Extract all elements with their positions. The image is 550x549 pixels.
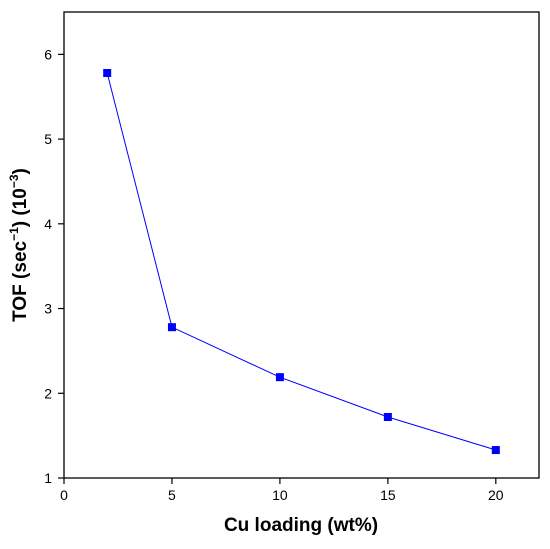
y-tick-label: 6: [44, 46, 52, 62]
y-tick-label: 1: [44, 470, 52, 486]
x-tick-label: 0: [60, 487, 68, 503]
y-axis: 1 2 3 4 5 6: [44, 46, 64, 486]
y-tick-label: 3: [44, 301, 52, 317]
x-tick-label: 15: [380, 487, 396, 503]
data-point: [491, 446, 500, 455]
series-layer: [103, 69, 500, 455]
data-point: [167, 323, 176, 332]
x-tick-label: 20: [488, 487, 504, 503]
y-tick-label: 5: [44, 131, 52, 147]
x-tick-label: 10: [272, 487, 288, 503]
y-axis-title: TOF (sec−1) (10−3): [7, 168, 31, 322]
x-tick-label: 5: [168, 487, 176, 503]
plot-frame: [63, 11, 540, 479]
y-tick-label: 4: [44, 216, 52, 232]
data-point: [275, 373, 284, 382]
data-point: [383, 412, 392, 421]
data-point: [103, 69, 112, 78]
y-tick-label: 2: [44, 385, 52, 401]
x-axis: 0 5 10 15 20: [60, 478, 504, 503]
series-line: [106, 72, 496, 451]
x-axis-title: Cu loading (wt%): [224, 515, 378, 536]
